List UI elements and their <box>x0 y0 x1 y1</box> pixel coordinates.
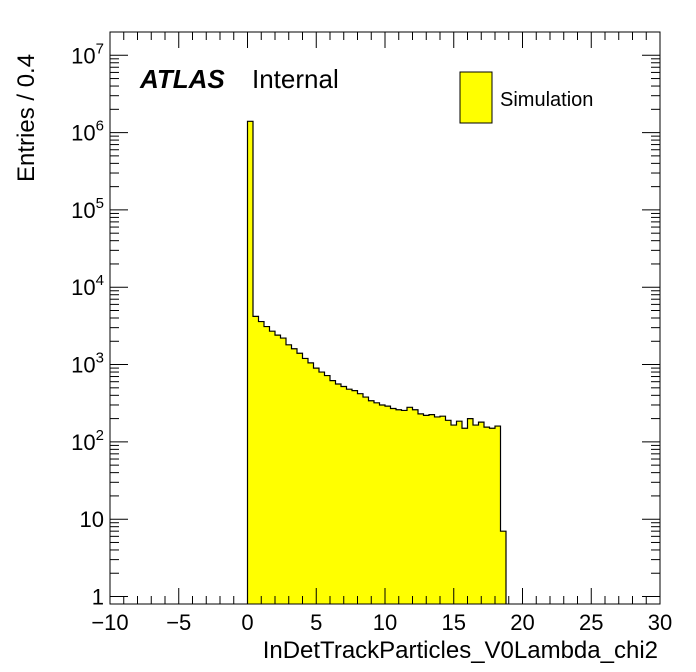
histogram-bar <box>379 404 385 604</box>
histogram-bar <box>484 427 490 604</box>
histogram-bar <box>440 416 446 604</box>
x-tick-labels: −10 −5 0 5 10 15 20 25 30 <box>91 610 672 635</box>
legend-label-simulation: Simulation <box>500 89 593 111</box>
histogram-outline <box>246 120 507 604</box>
histogram-bar <box>467 418 473 604</box>
histogram-bar <box>324 375 330 604</box>
internal-label: Internal <box>252 64 339 94</box>
histogram-bar <box>407 407 413 604</box>
histogram-bar <box>302 358 308 604</box>
histogram-bar <box>297 353 303 604</box>
histogram-bar <box>451 425 457 604</box>
histogram-bar <box>500 531 506 604</box>
histogram-bar <box>363 397 369 604</box>
x-tick-label: 20 <box>510 610 534 635</box>
y-tick-label: 1 <box>92 585 104 610</box>
histogram-bar <box>357 393 363 604</box>
histogram-step-line <box>246 120 507 604</box>
legend-swatch <box>459 71 493 124</box>
histogram-bar <box>429 414 435 604</box>
x-tick-label: 15 <box>442 610 466 635</box>
x-tick-label: −5 <box>166 610 191 635</box>
histogram-bar <box>412 409 418 604</box>
axis-ticks <box>109 31 661 604</box>
histogram-bar <box>462 428 468 604</box>
x-tick-label: 25 <box>579 610 603 635</box>
histogram-bar <box>264 326 270 604</box>
legend: Simulation <box>459 71 593 124</box>
histogram-bar <box>269 331 275 604</box>
histogram-bar <box>374 402 380 604</box>
x-tick-label: 10 <box>373 610 397 635</box>
histogram-bar <box>385 406 391 604</box>
histogram-bar <box>423 415 429 604</box>
histogram-bar <box>335 384 341 604</box>
y-tick-label: 105 <box>71 195 104 223</box>
histogram-bar <box>390 408 396 604</box>
histogram-bar <box>308 362 314 604</box>
x-tick-label: 30 <box>648 610 672 635</box>
y-tick-label: 10 <box>80 507 104 532</box>
histogram-bar <box>396 409 402 604</box>
histogram-bar <box>434 416 440 604</box>
histogram-bar <box>418 413 424 604</box>
histogram-bar <box>280 338 286 604</box>
histogram-bar <box>341 386 347 604</box>
histogram-bar <box>352 390 358 604</box>
histogram-bar <box>291 348 297 604</box>
histogram-bar <box>286 344 292 604</box>
histogram-bar <box>368 400 374 604</box>
atlas-label: ATLAS <box>139 64 225 94</box>
histogram-bar <box>319 372 325 604</box>
histogram-bar <box>247 121 253 604</box>
y-tick-label: 102 <box>71 427 104 455</box>
histogram-bar <box>330 380 336 604</box>
histogram-bar <box>258 321 264 604</box>
x-tick-label: 0 <box>241 610 253 635</box>
histogram-bar <box>401 410 407 604</box>
y-tick-label: 106 <box>71 118 104 146</box>
histogram-bar <box>473 425 479 604</box>
histogram-bar <box>456 421 462 604</box>
y-tick-labels: 1 10 102 103 104 105 106 107 <box>71 40 104 609</box>
histogram-bar <box>313 368 319 604</box>
x-tick-label: −10 <box>91 610 128 635</box>
histogram-bar <box>478 422 484 604</box>
histogram-bar <box>495 426 501 604</box>
x-tick-label: 5 <box>310 610 322 635</box>
histogram-bar <box>445 420 451 604</box>
y-tick-label: 103 <box>71 350 104 378</box>
histogram-bar <box>253 316 259 604</box>
y-tick-label: 107 <box>71 40 104 68</box>
histogram-bar <box>489 428 495 604</box>
histogram-bar <box>346 389 352 604</box>
histogram-bars <box>247 121 506 604</box>
x-axis-title: InDetTrackParticles_V0Lambda_chi2 <box>263 637 658 664</box>
y-axis-title: Entries / 0.4 <box>13 54 40 182</box>
histogram-bar <box>275 335 281 604</box>
y-tick-label: 104 <box>71 272 104 300</box>
